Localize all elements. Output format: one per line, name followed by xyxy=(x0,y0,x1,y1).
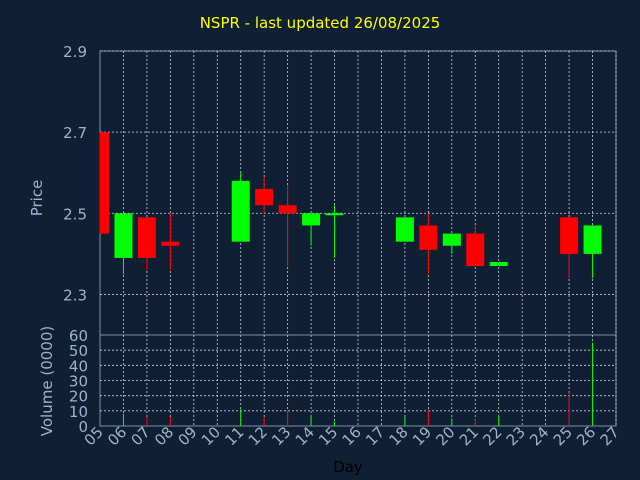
candle-body xyxy=(137,217,156,258)
chart-title: NSPR - last updated 26/08/2025 xyxy=(199,14,441,32)
x-tick-label: 22 xyxy=(479,423,505,449)
x-tick-label: 14 xyxy=(292,423,318,449)
price-tick-label: 2.3 xyxy=(63,286,87,304)
candle-body xyxy=(100,132,109,234)
candle-body xyxy=(583,225,602,254)
x-tick-label: 07 xyxy=(128,423,154,449)
x-tick-label: 21 xyxy=(456,423,482,449)
candle-body xyxy=(419,225,438,250)
volume-tick-label: 40 xyxy=(69,357,88,375)
price-tick-label: 2.9 xyxy=(63,43,87,61)
candle-body xyxy=(489,261,508,267)
x-tick-label: 15 xyxy=(315,423,341,449)
x-tick-label: 18 xyxy=(386,423,412,449)
volume-tick-label: 50 xyxy=(69,342,88,360)
x-tick-label: 26 xyxy=(573,423,599,449)
candle-body xyxy=(231,180,250,242)
candle-body xyxy=(255,188,274,206)
volume-tick-label: 60 xyxy=(69,327,88,345)
x-tick-label: 11 xyxy=(221,423,247,449)
x-tick-label: 27 xyxy=(597,423,623,449)
x-tick-label: 25 xyxy=(550,423,576,449)
x-tick-label: 17 xyxy=(362,423,388,449)
x-tick-label: 08 xyxy=(151,423,177,449)
x-tick-label: 20 xyxy=(432,423,458,449)
price-axis-label: Price xyxy=(28,180,46,217)
candle-body xyxy=(161,241,180,246)
x-tick-label: 23 xyxy=(503,423,529,449)
candle-body xyxy=(442,233,461,246)
candle-body xyxy=(302,213,321,226)
x-tick-label: 19 xyxy=(409,423,435,449)
volume-tick-label: 10 xyxy=(69,403,88,421)
candle-body xyxy=(114,213,133,258)
candle-body xyxy=(325,213,344,216)
x-tick-label: 24 xyxy=(526,423,552,449)
price-tick-label: 2.5 xyxy=(63,205,87,223)
volume-axis-label: Volume (0000) xyxy=(38,326,56,436)
candle-body xyxy=(466,233,485,267)
volume-tick-label: 20 xyxy=(69,388,88,406)
x-tick-label: 16 xyxy=(339,423,365,449)
x-tick-label: 13 xyxy=(268,423,294,449)
x-tick-label: 09 xyxy=(174,423,200,449)
x-tick-label: 12 xyxy=(245,423,271,449)
price-tick-label: 2.7 xyxy=(63,124,87,142)
volume-tick-label: 30 xyxy=(69,373,88,391)
x-axis-label: Day xyxy=(333,458,363,476)
x-tick-label: 10 xyxy=(198,423,224,449)
candle-body xyxy=(395,217,414,242)
candle-body xyxy=(560,217,579,254)
candle-body xyxy=(278,205,297,214)
x-tick-label: 06 xyxy=(104,423,130,449)
volume-tick-label: 0 xyxy=(78,418,88,436)
